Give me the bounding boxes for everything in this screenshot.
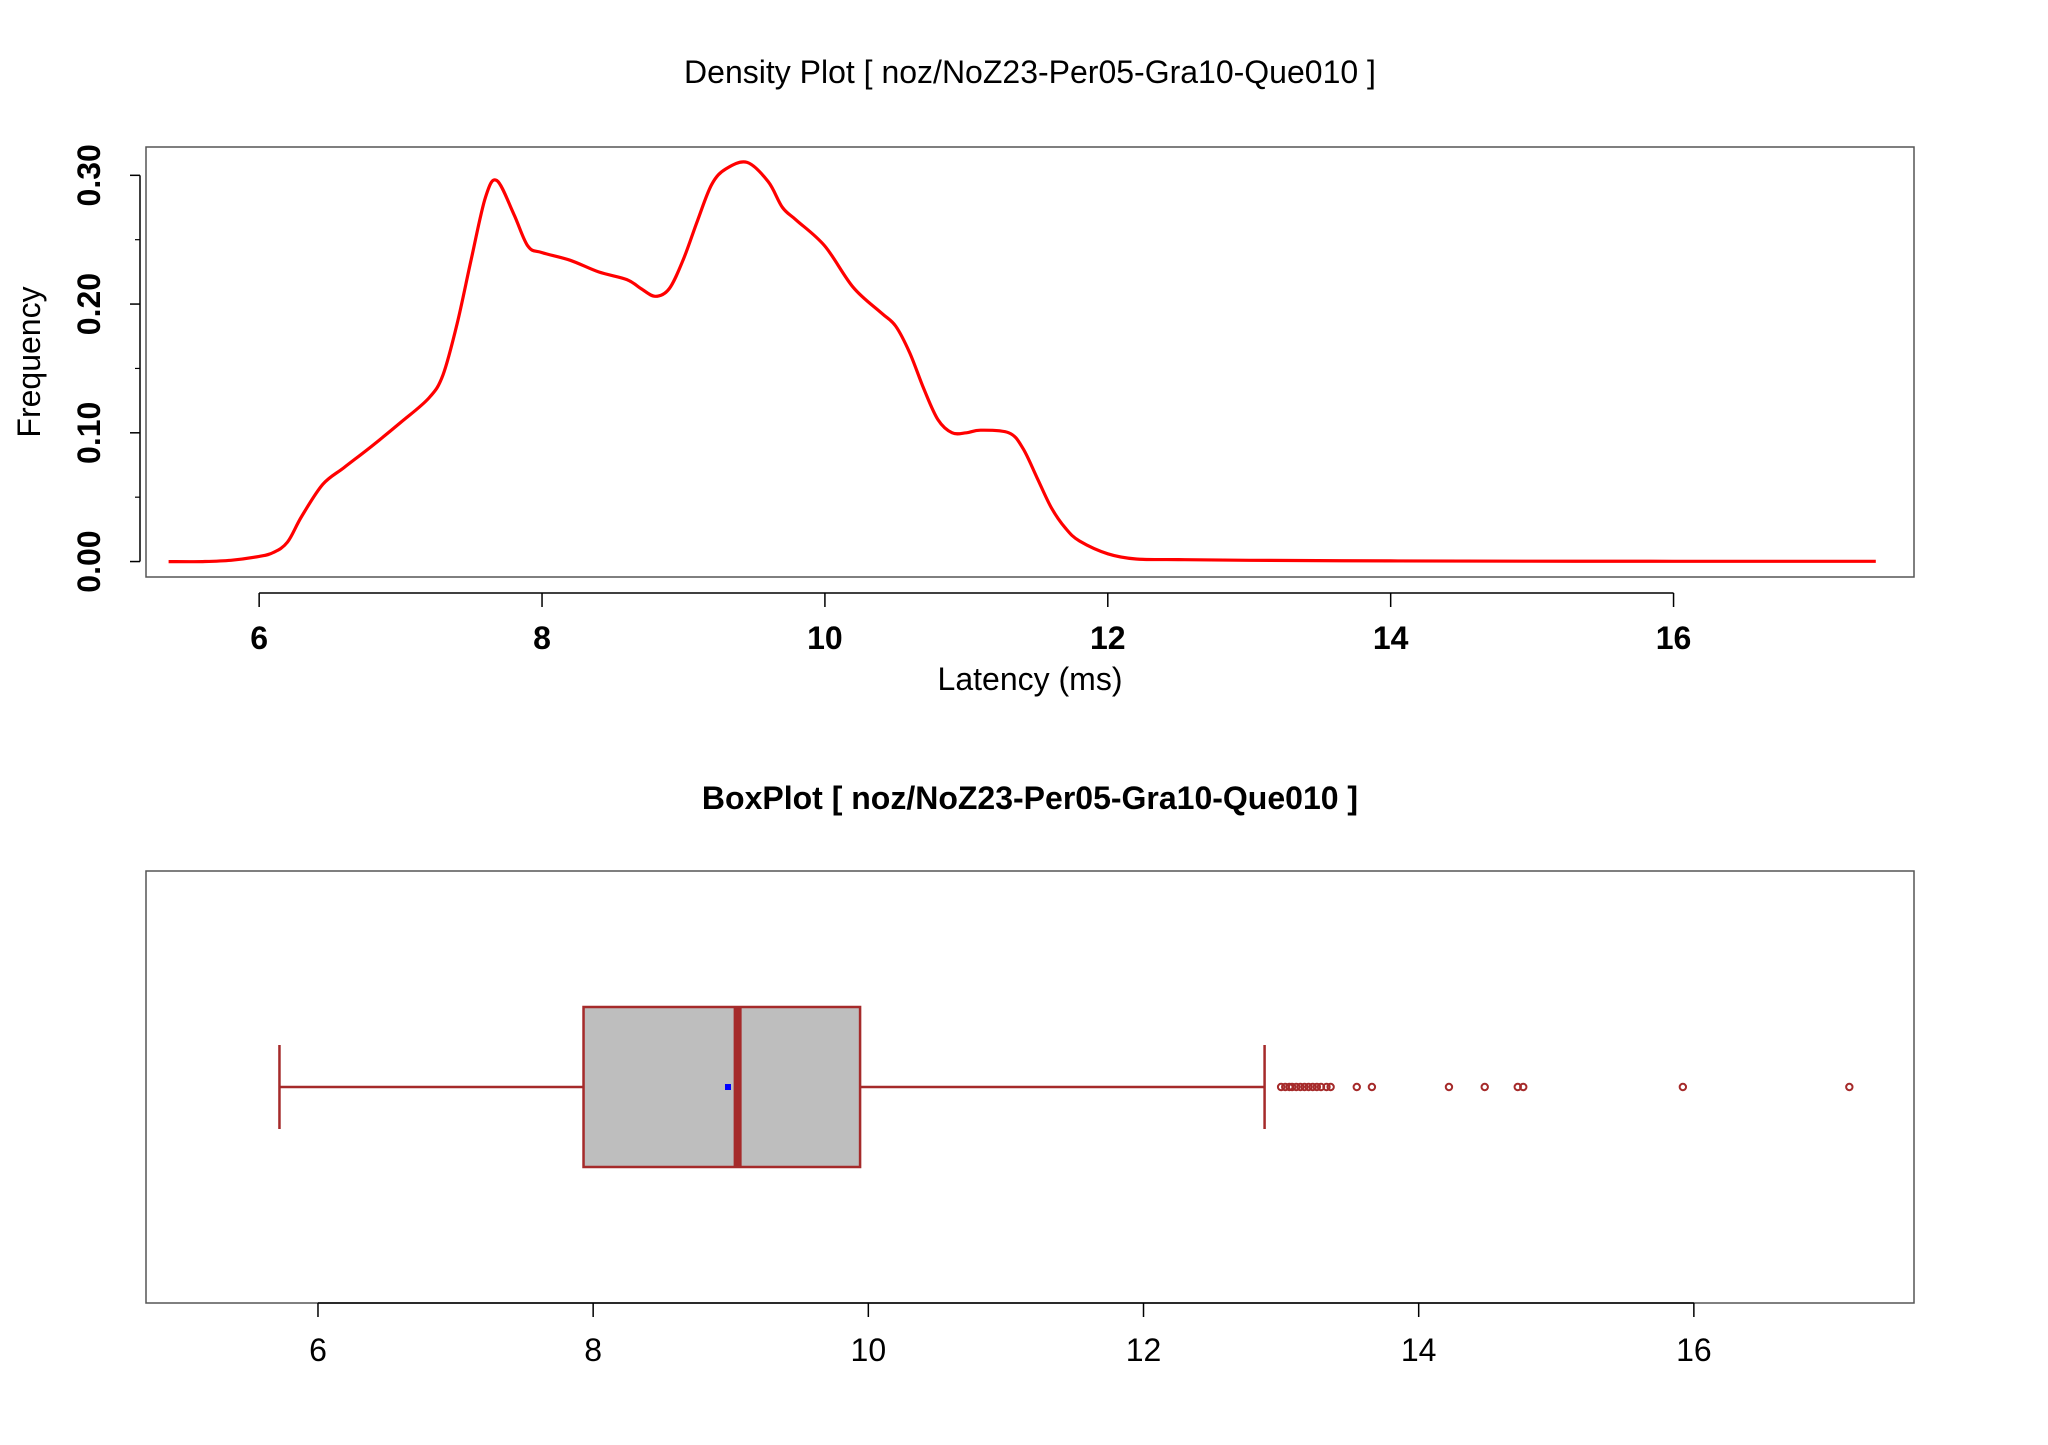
outlier-point: [1300, 1082, 1309, 1092]
density-plot-title: Density Plot [ noz/NoZ23-Per05-Gra10-Que…: [684, 54, 1376, 90]
density-curve: [168, 160, 1876, 564]
density-plot-frame: [145, 146, 1915, 578]
density-x-tick-label: 6: [250, 620, 268, 656]
box-x-tick-label: 12: [1126, 1332, 1162, 1368]
outlier-point: [1519, 1082, 1528, 1092]
box-plot-title: BoxPlot [ noz/NoZ23-Per05-Gra10-Que010 ]: [702, 780, 1358, 816]
interquartile-box: [582, 1005, 862, 1169]
box-x-tick-label: 6: [309, 1332, 327, 1368]
density-x-tick-label: 10: [807, 620, 843, 656]
outlier-point: [1287, 1082, 1297, 1092]
box-x-tick-label: 8: [584, 1332, 602, 1368]
outlier-point: [1304, 1082, 1313, 1092]
density-x-tick-label: 8: [533, 620, 551, 656]
density-y-axis: 0.00 0.10 0.20 0.30: [71, 144, 141, 593]
box-x-axis: 6 8 10 12 14 16: [309, 1302, 1712, 1368]
box-x-tick-label: 14: [1401, 1332, 1437, 1368]
outlier-point: [1276, 1082, 1286, 1092]
box-plot-body: [278, 1005, 1854, 1169]
box-plot-panel: BoxPlot [ noz/NoZ23-Per05-Gra10-Que010 ]…: [145, 780, 1915, 1368]
outlier-point: [1292, 1082, 1301, 1092]
box-x-tick-label: 10: [851, 1332, 887, 1368]
outlier-point: [1312, 1082, 1322, 1092]
outlier-point: [1367, 1082, 1377, 1092]
outlier-point: [1678, 1082, 1688, 1092]
density-y-tick-label: 0.10: [71, 402, 107, 464]
density-plot-panel: Density Plot [ noz/NoZ23-Per05-Gra10-Que…: [11, 54, 1915, 697]
density-x-axis: 6 8 10 12 14 16: [250, 592, 1692, 656]
density-x-tick-label: 16: [1656, 620, 1692, 656]
outlier-point: [1444, 1082, 1454, 1092]
density-y-tick-label: 0.30: [71, 144, 107, 206]
density-x-tick-label: 12: [1090, 620, 1126, 656]
outlier-point: [1352, 1082, 1361, 1092]
outlier-point: [1296, 1082, 1305, 1092]
density-y-axis-label: Frequency: [11, 286, 47, 437]
box-x-tick-label: 16: [1676, 1332, 1712, 1368]
density-x-axis-label: Latency (ms): [938, 661, 1123, 697]
density-y-tick-label: 0.00: [71, 530, 107, 592]
outlier-point: [1326, 1082, 1335, 1092]
mean-point: [724, 1084, 731, 1090]
outlier-point: [1308, 1082, 1317, 1092]
outlier-point: [1480, 1082, 1489, 1092]
density-y-tick-label: 0.20: [71, 273, 107, 335]
outlier-point: [1845, 1082, 1854, 1092]
outlier-point: [1322, 1082, 1331, 1092]
density-x-tick-label: 14: [1373, 620, 1409, 656]
